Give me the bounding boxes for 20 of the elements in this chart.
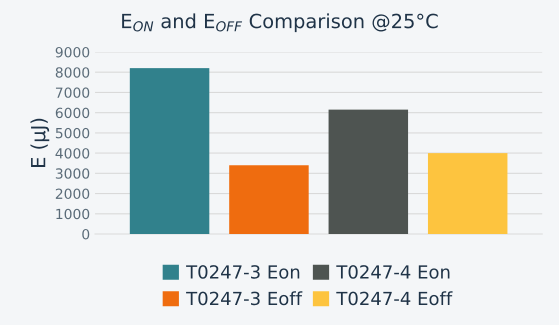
y-tick-label: 5000 <box>56 128 90 138</box>
legend-label: T0247-3 Eon <box>186 265 300 279</box>
y-axis-title: E (μJ) <box>30 118 50 167</box>
legend-label: T0247-4 Eoff <box>336 291 453 306</box>
bar <box>130 68 210 234</box>
legend-label: T0247-3 Eoff <box>186 291 302 306</box>
y-tick-label: 4000 <box>56 148 90 159</box>
y-tick-label: 1000 <box>56 208 90 220</box>
bar <box>328 110 408 234</box>
y-tick-label: 6000 <box>56 108 90 118</box>
bar <box>229 165 309 234</box>
y-tick-label: 0 <box>82 228 90 240</box>
y-tick-label: 2000 <box>56 188 90 200</box>
chart-title: E$_{ON}$ and E$_{OFF}$ Comparison @25°C <box>122 13 438 32</box>
y-tick-label: 3000 <box>56 168 90 179</box>
y-tick-label: 7000 <box>56 87 90 98</box>
y-tick-label: 9000 <box>56 46 90 58</box>
legend-label: T0247-4 Eon <box>336 265 450 279</box>
bar <box>428 153 508 234</box>
y-tick-label: 8000 <box>56 67 90 78</box>
